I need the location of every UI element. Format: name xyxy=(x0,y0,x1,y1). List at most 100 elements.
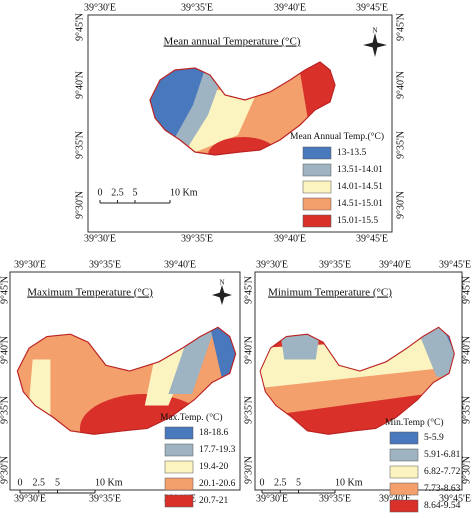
longitude-label: 39°30'E xyxy=(14,259,46,270)
latitude-label: 9°30'N xyxy=(243,456,254,484)
longitude-label: 39°45'E xyxy=(439,259,471,270)
legend-swatch xyxy=(302,214,332,228)
longitude-label: 39°35'E xyxy=(89,493,121,504)
latitude-label: 9°35'N xyxy=(461,396,472,424)
scale-label: 10 Km xyxy=(95,477,123,488)
legend-label: 13.51-14.01 xyxy=(337,165,383,175)
legend-title: Max.Temp. (°C) xyxy=(160,412,223,423)
latitude-label: 9°35'N xyxy=(243,396,254,424)
legend-label: 7.73-8.63 xyxy=(424,484,461,494)
legend-swatch xyxy=(302,163,332,177)
temperature-zone xyxy=(208,137,278,155)
temperature-zone xyxy=(209,327,236,377)
latitude-label: 9°45'N xyxy=(461,276,472,304)
latitude-label: 9°35'N xyxy=(74,131,85,159)
scale-label: 5 xyxy=(55,477,60,488)
latitude-label: 9°40'N xyxy=(74,71,85,99)
latitude-label: 9°40'N xyxy=(461,336,472,364)
scale-label: 2.5 xyxy=(111,187,124,198)
longitude-label: 39°35'E xyxy=(181,233,213,244)
scale-label: 0 xyxy=(98,187,103,198)
temperature-zone xyxy=(298,62,335,120)
legend-swatch xyxy=(389,431,419,445)
longitude-label: 39°45'E xyxy=(439,493,471,504)
legend-swatch xyxy=(389,465,419,479)
scale-label: 2.5 xyxy=(33,477,46,488)
scale-label: 0 xyxy=(18,477,23,488)
legend-label: 20.7-21 xyxy=(199,496,229,506)
map-title: Minimum Temperature (°C) xyxy=(268,287,392,299)
latitude-label: 9°45'N xyxy=(0,276,10,304)
legend-label: 18-18.6 xyxy=(199,428,229,438)
temperature-zone xyxy=(168,327,216,394)
longitude-label: 39°45'E xyxy=(356,233,388,244)
map-frame xyxy=(9,271,241,491)
longitude-label: 39°30'E xyxy=(256,259,288,270)
legend-swatch xyxy=(389,448,419,462)
legend-label: 19.4-20 xyxy=(199,462,229,472)
legend-swatch xyxy=(164,477,194,491)
latitude-label: 9°40'N xyxy=(243,336,254,364)
legend-label: 14.01-14.51 xyxy=(337,182,383,192)
latitude-label: 9°40'N xyxy=(0,336,10,364)
map-frame xyxy=(254,271,463,491)
latitude-label: 9°45'N xyxy=(243,276,254,304)
map-title: Mean annual Temperature (°C) xyxy=(164,36,301,48)
legend-label: 17.7-19.3 xyxy=(199,445,236,455)
longitude-label: 39°40'E xyxy=(274,2,306,13)
latitude-label: 9°30'N xyxy=(395,191,406,219)
legend-swatch xyxy=(302,197,332,211)
north-label: N xyxy=(372,27,377,35)
longitude-label: 39°40'E xyxy=(379,259,411,270)
legend-title: Min.Temp (°C) xyxy=(385,417,444,428)
latitude-label: 9°30'N xyxy=(0,456,10,484)
scale-label: 10 Km xyxy=(335,477,363,488)
legend-swatch xyxy=(164,460,194,474)
legend-swatch xyxy=(164,494,194,508)
latitude-label: 9°30'N xyxy=(461,456,472,484)
north-label: N xyxy=(219,279,224,287)
longitude-label: 39°35'E xyxy=(319,493,351,504)
legend-swatch xyxy=(389,482,419,496)
latitude-label: 9°35'N xyxy=(0,396,10,424)
longitude-label: 39°30'E xyxy=(84,233,116,244)
legend-swatch xyxy=(389,499,419,513)
latitude-label: 9°35'N xyxy=(395,131,406,159)
longitude-label: 39°40'E xyxy=(274,233,306,244)
map-title: Maximum Temperature (°C) xyxy=(27,287,153,299)
longitude-label: 39°30'E xyxy=(84,2,116,13)
latitude-label: 9°30'N xyxy=(74,191,85,219)
legend-swatch xyxy=(302,180,332,194)
legend-swatch xyxy=(164,426,194,440)
scale-label: 0 xyxy=(260,477,265,488)
legend-label: 5-5.9 xyxy=(424,433,444,443)
legend-label: 15.01-15.5 xyxy=(337,216,378,226)
legend-label: 14.51-15.01 xyxy=(337,199,383,209)
longitude-label: 39°35'E xyxy=(319,259,351,270)
longitude-label: 39°40'E xyxy=(379,493,411,504)
scale-label: 5 xyxy=(296,477,301,488)
temperature-zone xyxy=(415,327,455,377)
latitude-label: 9°45'N xyxy=(74,13,85,41)
longitude-label: 39°40'E xyxy=(164,259,196,270)
watershed-map xyxy=(16,326,237,435)
legend-label: 6.82-7.72 xyxy=(424,467,461,477)
map-frame xyxy=(87,14,393,233)
longitude-label: 39°35'E xyxy=(181,2,213,13)
scale-label: 10 Km xyxy=(170,187,198,198)
latitude-label: 9°45'N xyxy=(395,13,406,41)
longitude-label: 39°30'E xyxy=(256,493,288,504)
legend-title: Mean Annual Temp.(°C) xyxy=(290,131,384,142)
scale-label: 5 xyxy=(133,187,138,198)
longitude-label: 39°30'E xyxy=(14,493,46,504)
legend-label: 8.64-9.54 xyxy=(424,501,461,511)
legend-label: 5.91-6.81 xyxy=(424,450,461,460)
temperature-zone xyxy=(168,62,228,155)
temperature-zone xyxy=(278,327,321,360)
legend-swatch xyxy=(302,146,332,160)
longitude-label: 39°45'E xyxy=(356,2,388,13)
legend-swatch xyxy=(164,443,194,457)
legend-label: 13-13.5 xyxy=(337,148,367,158)
north-arrow xyxy=(212,285,232,305)
